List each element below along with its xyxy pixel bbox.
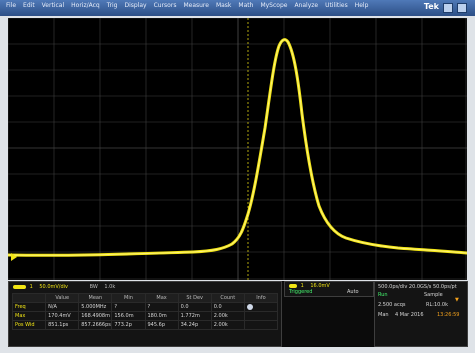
trigger-icon: [289, 283, 297, 288]
meas-header-count: Count: [210, 293, 245, 303]
channel-ground-marker-icon: [11, 253, 17, 261]
menu-help[interactable]: Help: [354, 2, 369, 9]
brand-logo: Tek: [423, 2, 439, 11]
acq-date: 4 Mar 2016: [395, 312, 424, 318]
measurement-table: Value Mean Min Max St Dev Count Info Fre…: [11, 293, 279, 330]
measurement-row-pos-wid[interactable]: Pos Wid 851.1ps 857.2666ps 773.2p 945.6p…: [11, 320, 279, 330]
waveform-display[interactable]: [8, 18, 467, 280]
waveform-trace: [8, 38, 467, 257]
channel-chip[interactable]: 1 50.0mV/div BW 1.0k: [13, 284, 115, 290]
acq-mode: Sample: [424, 292, 443, 298]
run-status: Run: [378, 292, 388, 298]
meas-min: 773.2p: [111, 320, 146, 330]
graticule: [8, 18, 467, 280]
trigger-row: 1 16.0mV: [289, 283, 330, 289]
menu-trig[interactable]: Trig: [106, 2, 118, 9]
meas-mean: 857.2666ps: [78, 320, 113, 330]
measurement-header-row: Value Mean Min Max St Dev Count Info: [11, 293, 279, 303]
meas-count: 2.00k: [210, 311, 245, 321]
meas-info: [243, 302, 279, 312]
meas-name: Freq: [11, 302, 47, 312]
menu-utilities[interactable]: Utilities: [325, 2, 348, 9]
meas-stdev: 0.0: [177, 302, 212, 312]
meas-header-value: Value: [45, 293, 80, 303]
acquisition-panel[interactable]: 500.0ps/div 20.0GS/s 50.0ps/pt Run Sampl…: [374, 281, 468, 347]
meas-info: [243, 320, 279, 330]
channel-panel: 1 50.0mV/div BW 1.0k Value Mean Min Max …: [8, 281, 282, 347]
timebase-row: 500.0ps/div 20.0GS/s 50.0ps/pt: [378, 284, 457, 290]
meas-mean: 5.000MHz: [78, 302, 113, 312]
acq-time: 13:26:59: [437, 312, 460, 318]
meas-header-max: Max: [144, 293, 179, 303]
menu-mask[interactable]: Mask: [215, 2, 232, 9]
menu-myscope[interactable]: MyScope: [260, 2, 288, 9]
status-bar: 1 50.0mV/div BW 1.0k Value Mean Min Max …: [8, 281, 468, 347]
meas-count: 0.0: [210, 302, 245, 312]
meas-header-stdev: St Dev: [177, 293, 212, 303]
menu-math[interactable]: Math: [238, 2, 254, 9]
meas-mean: 168.4908m: [78, 311, 113, 321]
meas-name: Max: [11, 311, 47, 321]
meas-value: 170.4mV: [45, 311, 80, 321]
meas-stdev: 1.772m: [177, 311, 212, 321]
meas-value: 851.1ps: [45, 320, 80, 330]
meas-min: 156.0m: [111, 311, 146, 321]
channel-bw: BW: [89, 284, 98, 290]
menu-vertical[interactable]: Vertical: [41, 2, 65, 9]
waveform-svg: [8, 18, 467, 280]
close-icon[interactable]: [457, 3, 467, 13]
measurement-row-max[interactable]: Max 170.4mV 168.4908m 156.0m 180.0m 1.77…: [11, 311, 279, 321]
meas-max: ?: [144, 302, 179, 312]
menu-horiz-acq[interactable]: Horiz/Acq: [71, 2, 100, 9]
menu-analyze[interactable]: Analyze: [294, 2, 319, 9]
menu-cursors[interactable]: Cursors: [153, 2, 177, 9]
minimize-icon[interactable]: [443, 3, 453, 13]
meas-count: 2.00k: [210, 320, 245, 330]
trigger-chip: 1: [300, 283, 304, 289]
trigger-mode: Auto: [347, 289, 359, 295]
meas-min: ?: [111, 302, 146, 312]
acq-arrow-icon: ▼: [455, 297, 459, 303]
trigger-status: Triggered: [289, 289, 313, 295]
channel-number: 1: [29, 284, 33, 290]
trigger-level: 16.0mV: [310, 283, 330, 289]
meas-name: Pos Wid: [11, 320, 47, 330]
menu-items: File Edit Vertical Horiz/Acq Trig Displa…: [6, 2, 368, 9]
date-label: Man: [378, 312, 389, 318]
channel-icon: [13, 284, 26, 289]
menu-bar: File Edit Vertical Horiz/Acq Trig Displa…: [0, 0, 475, 16]
menu-measure[interactable]: Measure: [183, 2, 209, 9]
channel-scale: 50.0mV/div: [39, 284, 69, 290]
menu-file[interactable]: File: [6, 2, 17, 9]
meas-max: 945.6p: [144, 320, 179, 330]
menu-edit[interactable]: Edit: [23, 2, 35, 9]
meas-header-mean: Mean: [78, 293, 113, 303]
meas-stdev: 34.24p: [177, 320, 212, 330]
meas-max: 180.0m: [144, 311, 179, 321]
info-icon[interactable]: [246, 303, 253, 310]
measurement-row-freq[interactable]: Freq N/A 5.000MHz ? ? 0.0 0.0: [11, 302, 279, 312]
meas-header-info: Info: [243, 293, 279, 303]
meas-value: N/A: [45, 302, 80, 312]
meas-header-min: Min: [111, 293, 146, 303]
meas-header-empty: [11, 293, 47, 303]
channel-impedance: 1.0k: [104, 284, 116, 290]
acq-count: 2.500 acqs: [378, 302, 406, 308]
record-length: RL:10.0k: [426, 302, 448, 308]
menu-display[interactable]: Display: [124, 2, 147, 9]
meas-info: [243, 311, 279, 321]
trigger-panel[interactable]: 1 16.0mV Triggered Auto: [284, 281, 374, 297]
